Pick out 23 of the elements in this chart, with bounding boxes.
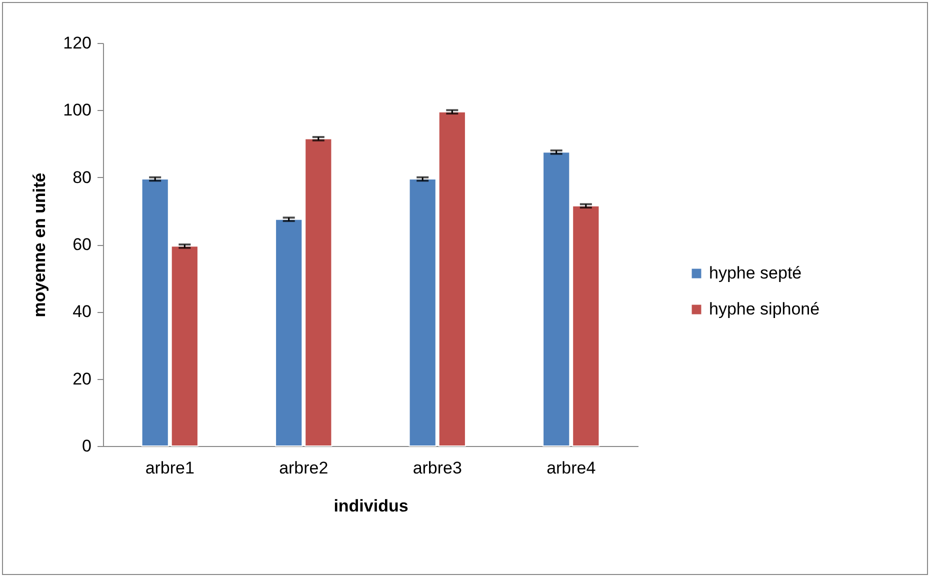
- y-tick-label: 40: [72, 302, 92, 322]
- y-tick-label: 60: [72, 235, 92, 254]
- y-tick-label: 20: [72, 369, 92, 388]
- bar: [275, 218, 303, 446]
- legend-label: hyphe siphoné: [709, 300, 820, 318]
- x-tick-label: arbre1: [145, 458, 194, 478]
- y-axis-title: moyenne en unité: [30, 172, 50, 318]
- x-tick-label: arbre3: [412, 458, 462, 478]
- x-tick-label: arbre4: [546, 458, 596, 478]
- bar: [408, 178, 436, 446]
- bar: [542, 152, 570, 446]
- legend-label: hyphe septé: [709, 264, 802, 282]
- bar: [170, 246, 198, 446]
- y-tick-label: 80: [72, 168, 92, 187]
- y-tick-label: 0: [82, 436, 92, 456]
- bar: [304, 138, 332, 446]
- bar: [141, 178, 169, 446]
- bar: [572, 205, 600, 446]
- x-axis-title: individus: [334, 496, 408, 516]
- bar: [438, 111, 466, 446]
- x-tick-label: arbre2: [279, 458, 328, 478]
- y-tick-label: 120: [63, 34, 92, 52]
- y-tick-label: 100: [63, 100, 92, 120]
